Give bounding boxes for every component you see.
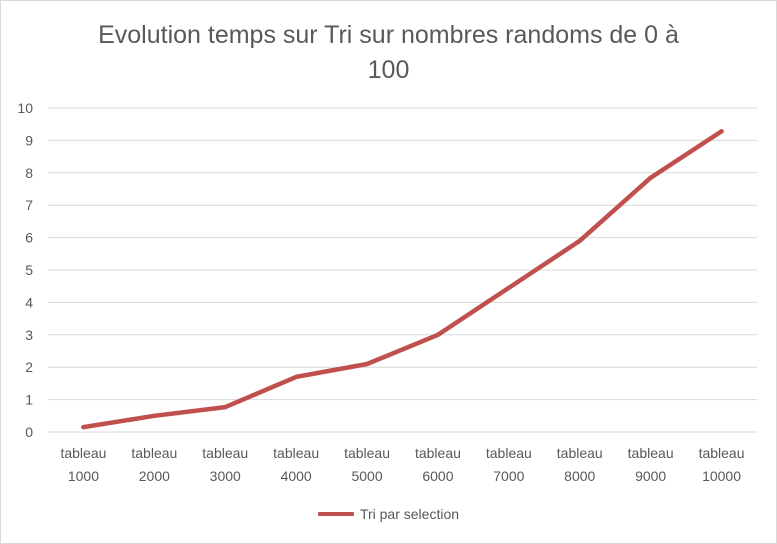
- x-tick-label-4: tableau 4000: [273, 445, 319, 484]
- x-tick-label-8: tableau 8000: [557, 445, 603, 484]
- series-line-1: [81, 129, 724, 430]
- y-tick-label-3: 3: [25, 327, 33, 343]
- y-axis-tick-labels: 0 1 2 3 4 5 6 7 8 9 10: [17, 100, 33, 440]
- data-point-1-1: [81, 424, 86, 430]
- series-layer: [81, 129, 724, 430]
- legend-label: Tri par selection: [359, 506, 460, 522]
- y-tick-label-6: 6: [25, 230, 33, 246]
- x-tick-label-10: tableau 10000: [699, 445, 745, 484]
- y-tick-label-5: 5: [25, 262, 33, 278]
- y-tick-label-1: 1: [25, 392, 33, 408]
- legend-swatch: [317, 512, 354, 516]
- y-tick-label-0: 0: [25, 424, 33, 440]
- data-point-1-2: [152, 413, 157, 418]
- data-point-1-7: [506, 285, 512, 291]
- x-tick-label-3: tableau 3000: [202, 445, 248, 484]
- data-point-1-8: [577, 238, 582, 244]
- y-tick-label-9: 9: [25, 132, 33, 148]
- data-point-1-4: [293, 374, 299, 380]
- y-tick-label-8: 8: [25, 165, 33, 181]
- x-tick-label-1: tableau 1000: [60, 445, 106, 484]
- x-tick-label-2: tableau 2000: [131, 445, 177, 484]
- data-point-1-9: [648, 175, 653, 180]
- x-tick-label-9: tableau 9000: [628, 445, 674, 484]
- y-tick-label-7: 7: [25, 197, 33, 213]
- data-point-1-3: [223, 404, 228, 410]
- x-tick-label-7: tableau 7000: [486, 445, 532, 484]
- y-tick-label-10: 10: [17, 100, 33, 116]
- data-point-1-5: [364, 361, 370, 367]
- data-point-1-10: [719, 129, 724, 134]
- y-tick-label-2: 2: [25, 359, 33, 375]
- chart-title: Evolution temps sur Tri sur nombres rand…: [98, 21, 679, 84]
- data-point-1-6: [435, 332, 441, 337]
- legend: Tri par selection: [0, 506, 777, 522]
- x-tick-label-5: tableau 5000: [344, 445, 390, 484]
- x-tick-label-6: tableau 6000: [415, 445, 461, 484]
- y-tick-label-4: 4: [25, 294, 33, 310]
- x-axis-tick-labels: tableau 1000 tableau 2000 tableau 3000 tableau…: [60, 445, 744, 484]
- gridlines: [48, 107, 757, 433]
